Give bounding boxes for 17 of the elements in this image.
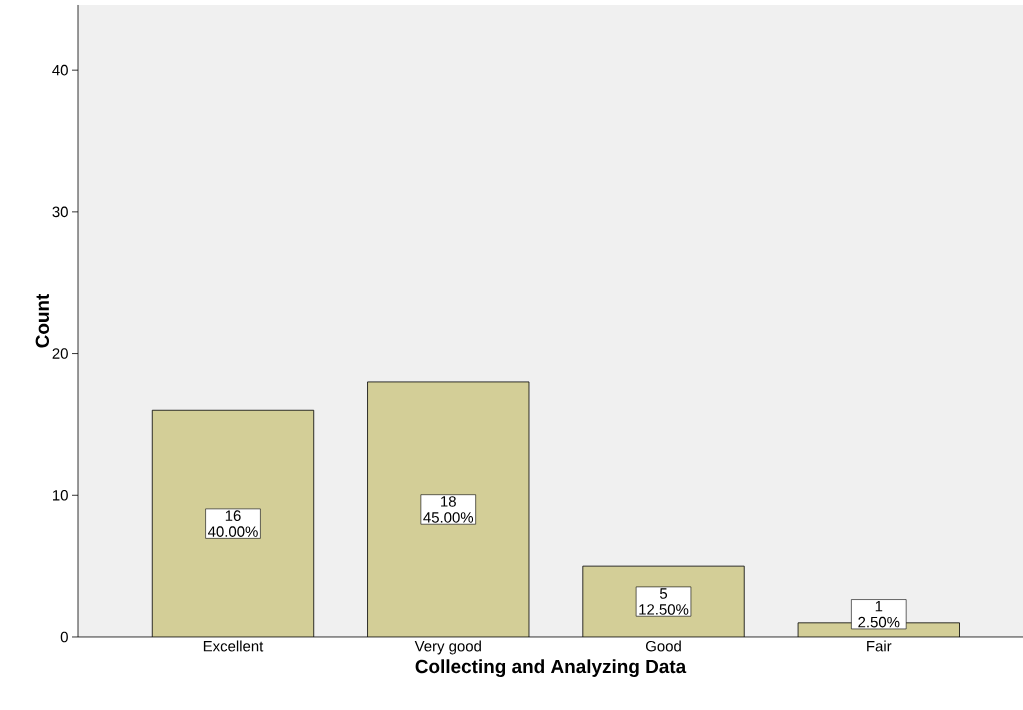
data-label: 1 2.50% [858, 601, 900, 628]
x-tick-label: Excellent [203, 640, 264, 652]
y-tick-label: 30 [52, 206, 68, 218]
x-axis-title: Collecting and Analyzing Data [415, 659, 687, 678]
y-tick-label: 40 [52, 64, 68, 76]
data-label: 16 40.00% [208, 510, 258, 537]
x-tick-label: Fair [867, 640, 892, 652]
y-axis-title: Count [35, 293, 50, 348]
y-tick-label: 0 [60, 631, 68, 643]
data-label: 18 45.00% [423, 496, 474, 523]
y-tick-label: 10 [53, 489, 68, 501]
y-tick-label: 20 [52, 348, 68, 359]
x-tick-label: Very good [414, 640, 481, 655]
data-label: 5 12.50% [639, 588, 689, 615]
bar [152, 410, 314, 637]
x-tick-label: Good [646, 640, 681, 652]
bar [367, 381, 529, 637]
